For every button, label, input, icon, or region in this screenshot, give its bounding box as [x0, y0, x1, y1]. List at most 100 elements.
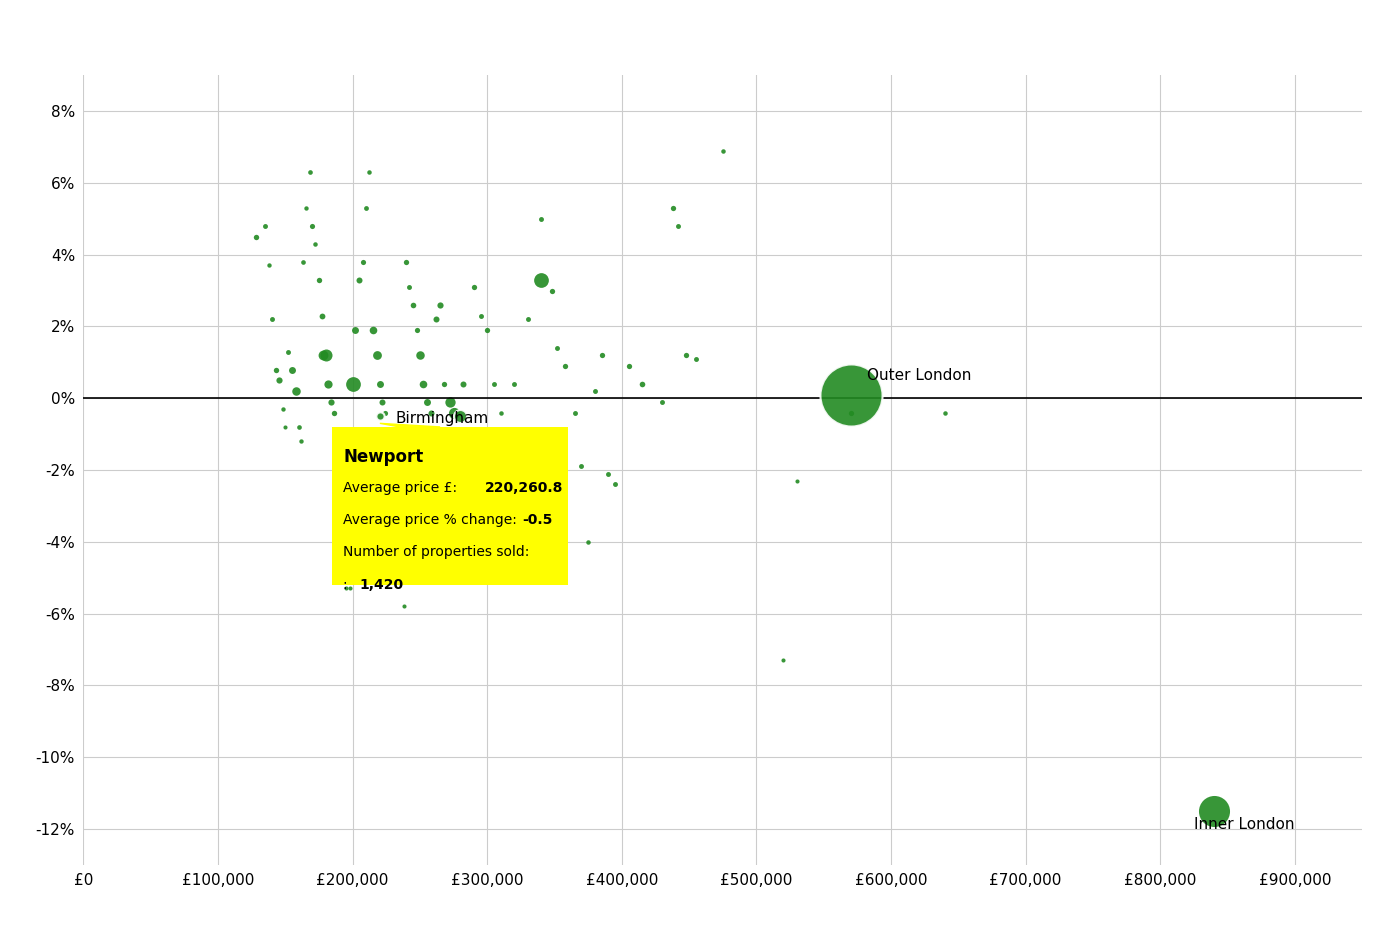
Point: [352, 255, 374, 270]
Point: [591, 348, 613, 363]
Point: [325, 441, 348, 456]
Text: Newport: Newport: [343, 448, 424, 466]
Point: [530, 212, 552, 227]
Point: [292, 255, 314, 270]
Point: [1202, 804, 1225, 819]
Point: [267, 373, 289, 388]
Point: [288, 419, 310, 434]
Point: [299, 164, 321, 180]
Point: [264, 362, 286, 377]
Point: [530, 273, 552, 288]
Point: [335, 581, 357, 596]
Point: [368, 376, 391, 391]
Point: [840, 387, 862, 402]
Point: [555, 358, 577, 373]
Point: [541, 283, 563, 298]
Point: [452, 376, 474, 391]
Point: [271, 401, 293, 416]
Point: [631, 376, 653, 391]
Point: [416, 394, 438, 409]
Text: Average price % change:: Average price % change:: [343, 513, 521, 527]
Point: [281, 362, 303, 377]
Point: [285, 384, 307, 399]
Point: [354, 200, 377, 215]
Point: [371, 394, 393, 409]
Point: [366, 348, 388, 363]
Point: [420, 405, 442, 420]
Point: [274, 419, 296, 434]
Point: [598, 466, 620, 481]
Point: [489, 405, 512, 420]
Point: [245, 229, 267, 244]
Point: [411, 376, 434, 391]
Point: [934, 405, 956, 420]
Point: [379, 441, 402, 456]
Point: [785, 473, 808, 488]
Point: [406, 322, 428, 337]
Point: [685, 352, 708, 367]
Point: [584, 384, 606, 399]
Point: [496, 441, 518, 456]
Point: [254, 218, 277, 233]
Polygon shape: [379, 423, 441, 427]
Text: :: :: [343, 578, 352, 591]
Point: [676, 348, 698, 363]
Point: [712, 143, 734, 158]
Point: [667, 218, 689, 233]
Point: [349, 273, 371, 288]
Point: [357, 164, 379, 180]
Point: [409, 348, 431, 363]
Point: [398, 279, 420, 294]
Point: [261, 312, 284, 327]
Point: [277, 344, 299, 359]
Point: [423, 433, 445, 448]
Point: [503, 376, 525, 391]
Point: [374, 405, 396, 420]
Point: [302, 218, 324, 233]
Point: [345, 322, 367, 337]
Point: [259, 258, 281, 273]
Point: [434, 376, 456, 391]
Text: Average price £:: Average price £:: [343, 480, 461, 494]
Point: [438, 394, 460, 409]
Point: [322, 405, 345, 420]
Point: [442, 405, 464, 420]
Point: [361, 322, 384, 337]
Point: [482, 376, 505, 391]
Point: [395, 255, 417, 270]
Point: [291, 433, 313, 448]
Point: [517, 312, 539, 327]
Point: [317, 376, 339, 391]
Point: [577, 534, 599, 549]
Point: [392, 599, 414, 614]
Text: 220,260.8: 220,260.8: [485, 480, 563, 494]
Point: [570, 459, 592, 474]
Point: [307, 273, 329, 288]
Point: [773, 652, 795, 667]
Point: [840, 405, 862, 420]
Text: 1,420: 1,420: [360, 578, 403, 591]
Point: [430, 297, 452, 312]
Point: [377, 423, 399, 438]
Point: [339, 581, 361, 596]
Point: [446, 423, 468, 438]
Point: [449, 409, 471, 424]
Point: [463, 279, 485, 294]
Point: [328, 473, 350, 488]
Point: [456, 459, 478, 474]
Point: [311, 348, 334, 363]
Text: Inner London: Inner London: [1194, 817, 1294, 832]
Text: -0.5: -0.5: [523, 513, 553, 527]
Text: Number of properties sold:: Number of properties sold:: [343, 545, 530, 559]
Point: [605, 477, 627, 492]
Text: Birmingham: Birmingham: [396, 412, 489, 427]
Point: [368, 409, 391, 424]
Point: [617, 358, 639, 373]
Point: [342, 376, 364, 391]
Point: [320, 394, 342, 409]
Point: [470, 308, 492, 323]
Point: [651, 394, 673, 409]
Point: [425, 312, 448, 327]
Point: [662, 200, 684, 215]
Point: [402, 297, 424, 312]
